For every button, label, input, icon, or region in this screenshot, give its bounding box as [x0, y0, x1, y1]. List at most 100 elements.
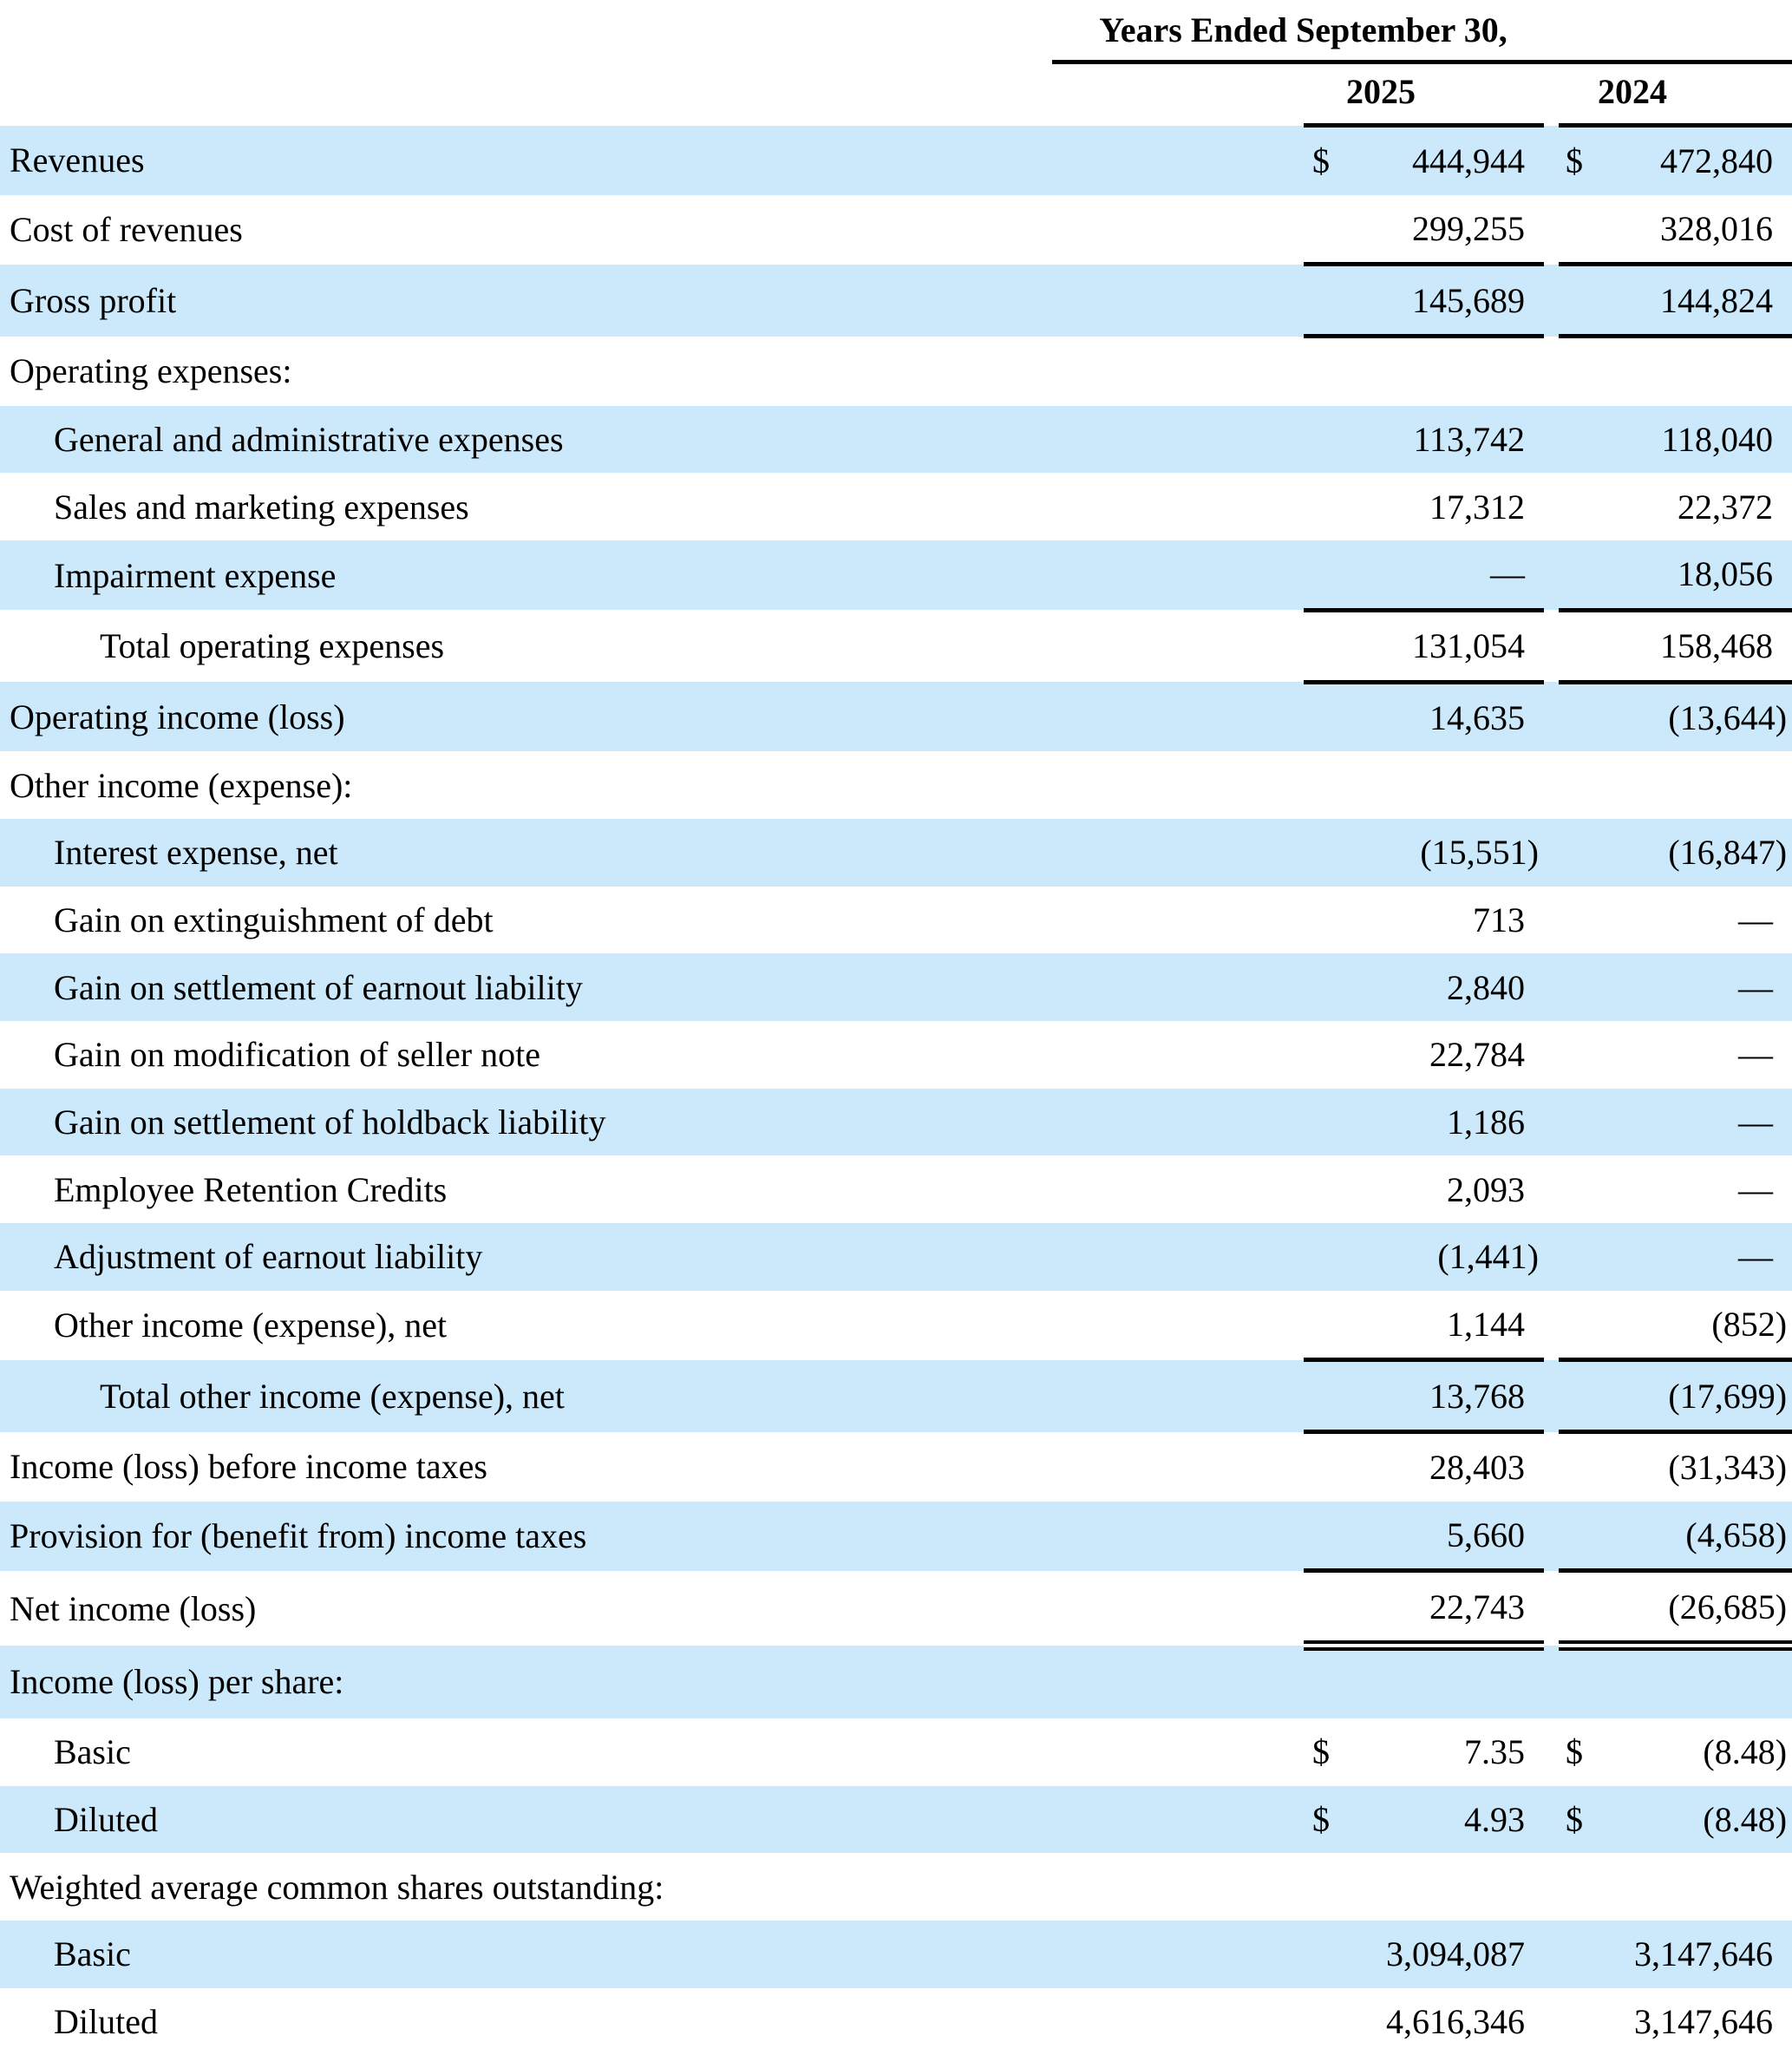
currency-symbol-2024 — [1559, 1021, 1619, 1089]
table-row: General and administrative expenses 113,7… — [0, 406, 1792, 474]
value-2025: 17,312 — [1364, 473, 1544, 540]
column-gap — [1544, 1432, 1559, 1502]
value-2025: 3,094,087 — [1364, 1921, 1544, 1988]
row-label: Cost of revenues — [0, 195, 1304, 265]
currency-symbol-2024 — [1559, 1360, 1619, 1432]
column-gap — [1544, 1360, 1559, 1432]
row-label: Operating income (loss) — [0, 682, 1304, 751]
currency-symbol-2025 — [1304, 887, 1364, 954]
row-label: Income (loss) per share: — [0, 1646, 1304, 1718]
row-label: Diluted — [0, 1786, 1304, 1854]
value-2024: 144,824 — [1619, 265, 1792, 337]
value-2024: 472,840 — [1619, 126, 1792, 195]
currency-symbol-2025 — [1304, 682, 1364, 751]
value-2024: (8.48) — [1619, 1718, 1792, 1786]
value-2025: 299,255 — [1364, 195, 1544, 265]
column-gap — [1544, 62, 1559, 126]
currency-symbol-2024 — [1559, 406, 1619, 474]
currency-symbol-2025 — [1304, 195, 1364, 265]
value-2025: (15,551) — [1364, 819, 1544, 887]
currency-symbol-2024 — [1559, 265, 1619, 337]
column-gap — [1544, 1646, 1559, 1718]
value-2025: 5,660 — [1364, 1502, 1544, 1571]
value-2024 — [1619, 1853, 1792, 1921]
currency-symbol-2024 — [1559, 540, 1619, 610]
currency-symbol-2025 — [1304, 1360, 1364, 1432]
currency-symbol-2024 — [1559, 819, 1619, 887]
currency-symbol-2024 — [1559, 1921, 1619, 1988]
currency-symbol-2025: $ — [1304, 1786, 1364, 1854]
currency-symbol-2024 — [1559, 1089, 1619, 1156]
column-gap — [1544, 887, 1559, 954]
table-row: Revenues$444,944$472,840 — [0, 126, 1792, 195]
row-label: Total other income (expense), net — [0, 1360, 1304, 1432]
column-gap — [1544, 337, 1559, 406]
currency-symbol-2024 — [1559, 473, 1619, 540]
row-label: Weighted average common shares outstandi… — [0, 1853, 1304, 1921]
value-2024: (31,343) — [1619, 1432, 1792, 1502]
column-gap — [1544, 751, 1559, 819]
currency-symbol-2025 — [1304, 953, 1364, 1021]
value-2025: 28,403 — [1364, 1432, 1544, 1502]
value-2025: 113,742 — [1364, 406, 1544, 474]
column-gap — [1544, 610, 1559, 682]
column-gap — [1544, 126, 1559, 195]
value-2024: (17,699) — [1619, 1360, 1792, 1432]
table-row: Basic$7.35$(8.48) — [0, 1718, 1792, 1786]
column-gap — [1544, 953, 1559, 1021]
value-2025: 22,743 — [1364, 1571, 1544, 1646]
income-statement-page: { "colors": { "row_stripe": "#cce9fb", "… — [0, 0, 1792, 1996]
value-2024: 328,016 — [1619, 195, 1792, 265]
row-label: Basic — [0, 1921, 1304, 1988]
value-2025 — [1364, 751, 1544, 819]
value-2024: 18,056 — [1619, 540, 1792, 610]
value-2025: 13,768 — [1364, 1360, 1544, 1432]
currency-symbol-2025 — [1304, 1155, 1364, 1223]
row-label: Basic — [0, 1718, 1304, 1786]
value-2025: 131,054 — [1364, 610, 1544, 682]
column-gap — [1544, 265, 1559, 337]
value-2025: (1,441) — [1364, 1223, 1544, 1291]
currency-symbol-2024 — [1559, 1155, 1619, 1223]
table-row: Total other income (expense), net 13,768 (… — [0, 1360, 1792, 1432]
currency-symbol-2025 — [1304, 473, 1364, 540]
value-2025: 2,840 — [1364, 953, 1544, 1021]
currency-symbol-2024 — [1559, 1571, 1619, 1646]
currency-symbol-2024 — [1559, 1432, 1619, 1502]
table-row: Weighted average common shares outstandi… — [0, 1853, 1792, 1921]
year-header-2024: 2024 — [1559, 62, 1792, 126]
currency-symbol-2024 — [1559, 610, 1619, 682]
value-2024: (26,685) — [1619, 1571, 1792, 1646]
table-row: Operating income (loss)14,635(13,644) — [0, 682, 1792, 751]
column-gap — [1544, 1502, 1559, 1571]
table-row: Gain on settlement of holdback liability… — [0, 1089, 1792, 1156]
currency-symbol-2024 — [1559, 953, 1619, 1021]
column-gap — [1544, 1853, 1559, 1921]
value-2024: (13,644) — [1619, 682, 1792, 751]
row-label: Adjustment of earnout liability — [0, 1223, 1304, 1291]
value-2024: (8.48) — [1619, 1786, 1792, 1854]
period-header-row: Years Ended September 30, — [0, 0, 1792, 62]
row-label: Other income (expense), net — [0, 1291, 1304, 1360]
table-row: Impairment expense—18,056 — [0, 540, 1792, 610]
value-2024: (4,658) — [1619, 1502, 1792, 1571]
row-label: Operating expenses: — [0, 337, 1304, 406]
value-2024: 118,040 — [1619, 406, 1792, 474]
currency-symbol-2025 — [1304, 1089, 1364, 1156]
row-label: General and administrative expenses — [0, 406, 1304, 474]
value-2025: 4.93 — [1364, 1786, 1544, 1854]
currency-symbol-2025 — [1304, 1432, 1364, 1502]
year-header-row: 2025 2024 — [0, 62, 1792, 126]
value-2024: 3,147,646 — [1619, 1988, 1792, 2055]
value-2025: 7.35 — [1364, 1718, 1544, 1786]
value-2025: 145,689 — [1364, 265, 1544, 337]
table-row: Other income (expense): — [0, 751, 1792, 819]
value-2024 — [1619, 1646, 1792, 1718]
currency-symbol-2024 — [1559, 682, 1619, 751]
